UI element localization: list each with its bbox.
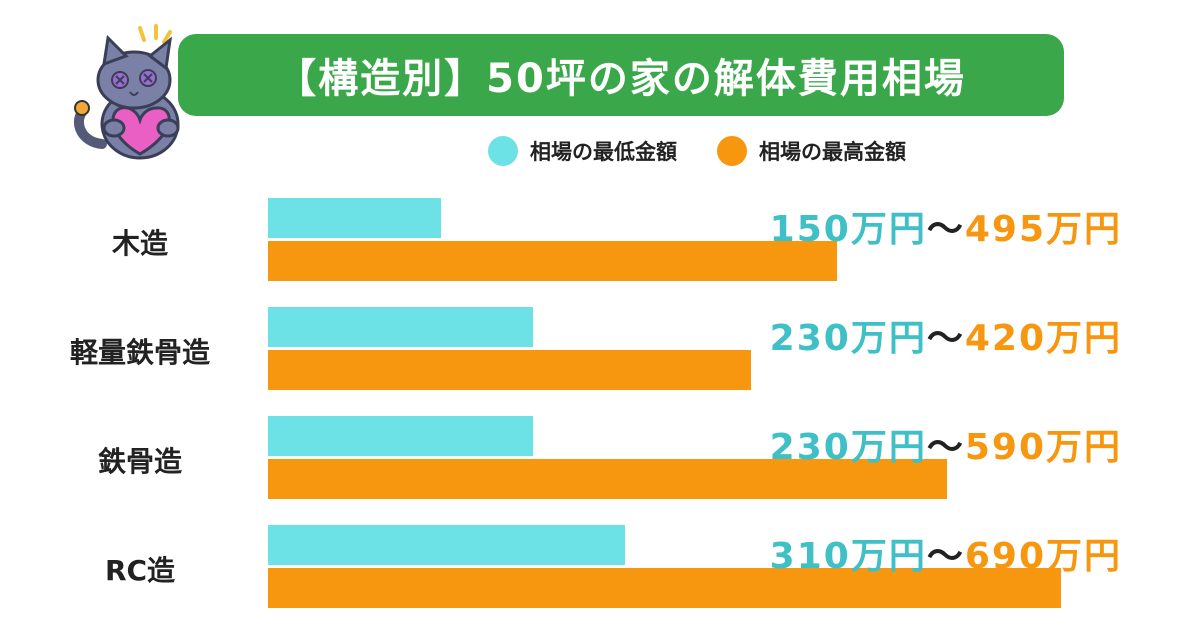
value-label-max: 690万円 xyxy=(964,536,1122,577)
value-label-min: 230万円 xyxy=(769,318,927,359)
range-separator: 〜 xyxy=(926,427,965,468)
bar-min xyxy=(268,198,441,238)
category-label: 鉄骨造 xyxy=(97,445,182,478)
legend-label-max: 相場の最高金額 xyxy=(759,140,906,164)
category-label: 木造 xyxy=(111,227,168,260)
legend-label-min: 相場の最低金額 xyxy=(530,140,677,164)
value-label-min: 150万円 xyxy=(769,209,927,250)
range-label: 230万円〜590万円 xyxy=(770,418,1122,470)
range-separator: 〜 xyxy=(926,209,965,250)
bar-min xyxy=(268,416,533,456)
bar-max xyxy=(268,459,947,499)
bar-max xyxy=(268,241,837,281)
heart-icon xyxy=(111,106,171,156)
sparkle-icon xyxy=(138,24,172,44)
value-label-min: 310万円 xyxy=(769,536,927,577)
range-label: 230万円〜420万円 xyxy=(770,309,1122,361)
range-label: 310万円〜690万円 xyxy=(770,527,1122,579)
value-label-max: 590万円 xyxy=(964,427,1122,468)
range-separator: 〜 xyxy=(926,318,965,359)
legend-item-min: 相場の最低金額 xyxy=(488,136,677,166)
chart-title: 【構造別】50坪の家の解体費用相場 xyxy=(178,34,1064,116)
range-separator: 〜 xyxy=(926,536,965,577)
category-label: 軽量鉄骨造 xyxy=(69,336,210,369)
category-label: RC造 xyxy=(104,554,176,587)
value-label-max: 420万円 xyxy=(964,318,1122,359)
value-label-max: 495万円 xyxy=(964,209,1122,250)
bar-min xyxy=(268,525,625,565)
legend-swatch-max xyxy=(717,136,747,166)
legend-item-max: 相場の最高金額 xyxy=(717,136,906,166)
bar-max xyxy=(268,568,1061,608)
bar-min xyxy=(268,307,533,347)
value-label-min: 230万円 xyxy=(769,427,927,468)
range-label: 150万円〜495万円 xyxy=(770,200,1122,252)
legend-swatch-min xyxy=(488,136,518,166)
legend: 相場の最低金額 相場の最高金額 xyxy=(488,136,906,166)
bar-max xyxy=(268,350,751,390)
mascot-cat-illustration xyxy=(73,24,180,160)
